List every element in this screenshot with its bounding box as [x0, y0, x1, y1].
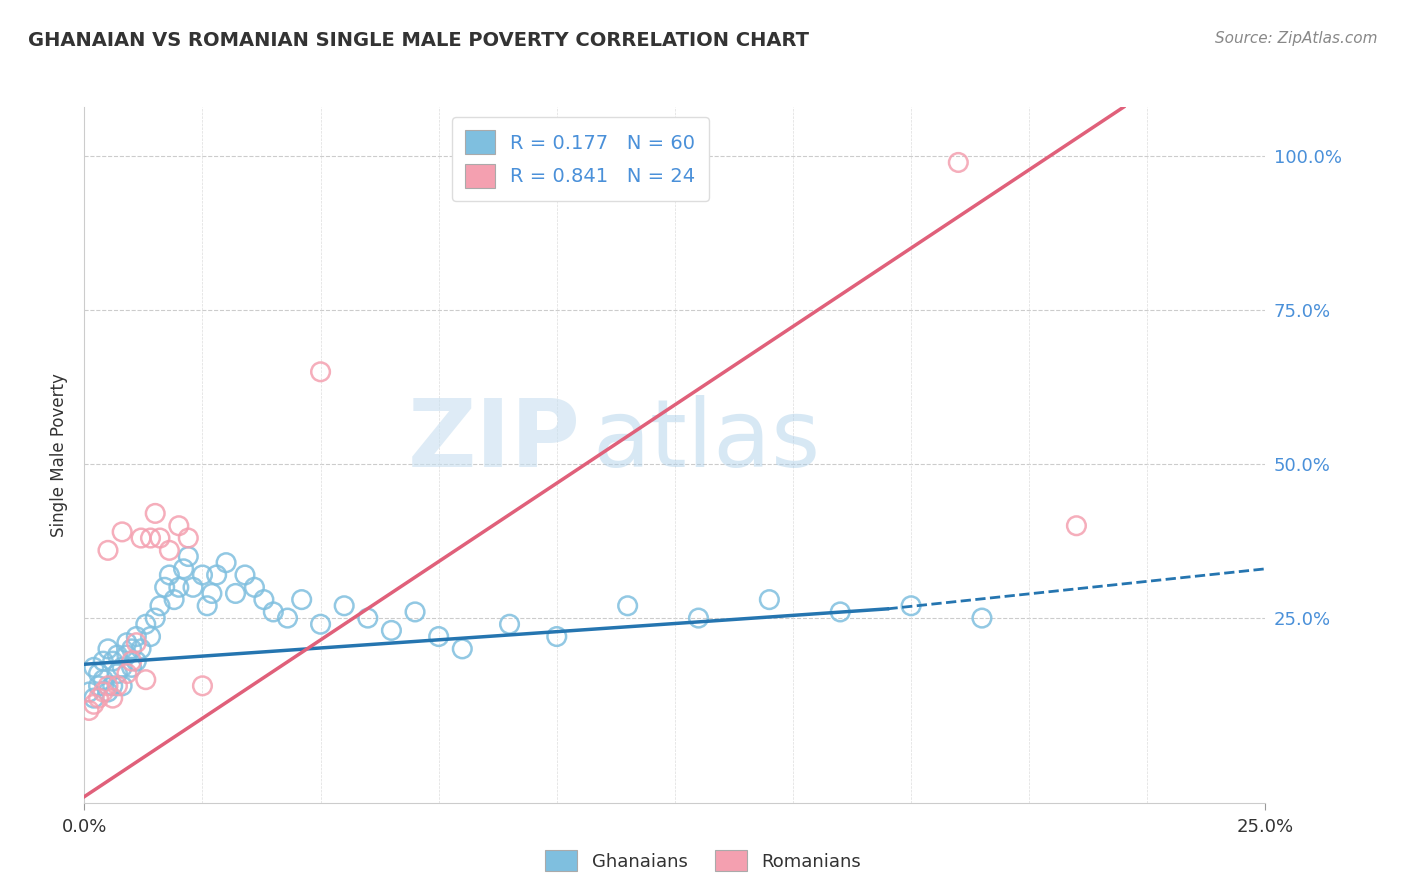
Point [121, 654, 143, 668]
Point [191, 679, 214, 693]
Point [83, 698, 105, 712]
Point [291, 592, 314, 607]
Point [215, 556, 238, 570]
Point [427, 630, 450, 644]
Point [225, 586, 247, 600]
Point [451, 641, 474, 656]
Point [135, 617, 157, 632]
Point [91, 673, 114, 687]
Point [546, 630, 568, 644]
Point [970, 611, 993, 625]
Point [173, 562, 195, 576]
Point [125, 636, 148, 650]
Point [157, 543, 180, 558]
Point [111, 660, 134, 674]
Point [143, 507, 166, 521]
Point [129, 531, 152, 545]
Point [167, 518, 190, 533]
Point [262, 605, 284, 619]
Point [121, 660, 143, 674]
Point [97, 679, 120, 693]
Legend: R = 0.177   N = 60, R = 0.841   N = 24: R = 0.177 N = 60, R = 0.841 N = 24 [451, 117, 709, 202]
Point [205, 568, 228, 582]
Text: ZIP: ZIP [408, 395, 581, 487]
Point [149, 531, 172, 545]
Point [276, 611, 298, 625]
Point [87, 679, 110, 693]
Point [129, 641, 152, 656]
Point [77, 703, 100, 717]
Point [121, 641, 143, 656]
Point [948, 155, 970, 169]
Point [115, 666, 138, 681]
Point [177, 531, 200, 545]
Point [380, 624, 402, 638]
Point [1066, 518, 1088, 533]
Point [97, 685, 120, 699]
Point [115, 648, 138, 662]
Point [191, 568, 214, 582]
Point [688, 611, 710, 625]
Point [91, 654, 114, 668]
Point [157, 568, 180, 582]
Point [111, 524, 134, 539]
Point [115, 636, 138, 650]
Point [616, 599, 638, 613]
Point [101, 679, 124, 693]
Point [181, 580, 204, 594]
Point [135, 673, 157, 687]
Point [830, 605, 852, 619]
Point [107, 648, 129, 662]
Text: GHANAIAN VS ROMANIAN SINGLE MALE POVERTY CORRELATION CHART: GHANAIAN VS ROMANIAN SINGLE MALE POVERTY… [28, 31, 808, 50]
Point [900, 599, 922, 613]
Point [758, 592, 780, 607]
Y-axis label: Single Male Poverty: Single Male Poverty [51, 373, 69, 537]
Point [97, 543, 120, 558]
Point [163, 592, 186, 607]
Point [111, 679, 134, 693]
Point [167, 580, 190, 594]
Point [309, 617, 332, 632]
Legend: Ghanaians, Romanians: Ghanaians, Romanians [537, 843, 869, 879]
Point [87, 666, 110, 681]
Point [195, 599, 218, 613]
Point [97, 641, 120, 656]
Point [153, 580, 176, 594]
Point [333, 599, 356, 613]
Point [309, 365, 332, 379]
Point [107, 679, 129, 693]
Point [201, 586, 224, 600]
Point [125, 654, 148, 668]
Point [243, 580, 266, 594]
Point [357, 611, 380, 625]
Point [125, 630, 148, 644]
Point [139, 630, 162, 644]
Point [498, 617, 520, 632]
Point [91, 685, 114, 699]
Point [87, 691, 110, 706]
Point [77, 685, 100, 699]
Point [233, 568, 256, 582]
Point [149, 599, 172, 613]
Point [404, 605, 426, 619]
Point [253, 592, 276, 607]
Point [101, 691, 124, 706]
Point [177, 549, 200, 564]
Point [101, 654, 124, 668]
Point [143, 611, 166, 625]
Point [139, 531, 162, 545]
Text: atlas: atlas [592, 395, 821, 487]
Point [107, 666, 129, 681]
Point [83, 691, 105, 706]
Point [83, 660, 105, 674]
Text: Source: ZipAtlas.com: Source: ZipAtlas.com [1215, 31, 1378, 46]
